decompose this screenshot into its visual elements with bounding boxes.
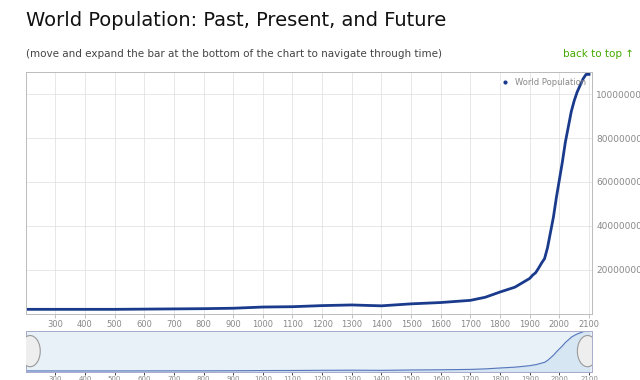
Text: (move and expand the bar at the bottom of the chart to navigate through time): (move and expand the bar at the bottom o… bbox=[26, 49, 442, 59]
Ellipse shape bbox=[20, 336, 40, 367]
Legend: World Population: World Population bbox=[495, 76, 588, 89]
Text: back to top ↑: back to top ↑ bbox=[563, 49, 634, 59]
Ellipse shape bbox=[577, 336, 598, 367]
Text: World Population: Past, Present, and Future: World Population: Past, Present, and Fut… bbox=[26, 11, 446, 30]
